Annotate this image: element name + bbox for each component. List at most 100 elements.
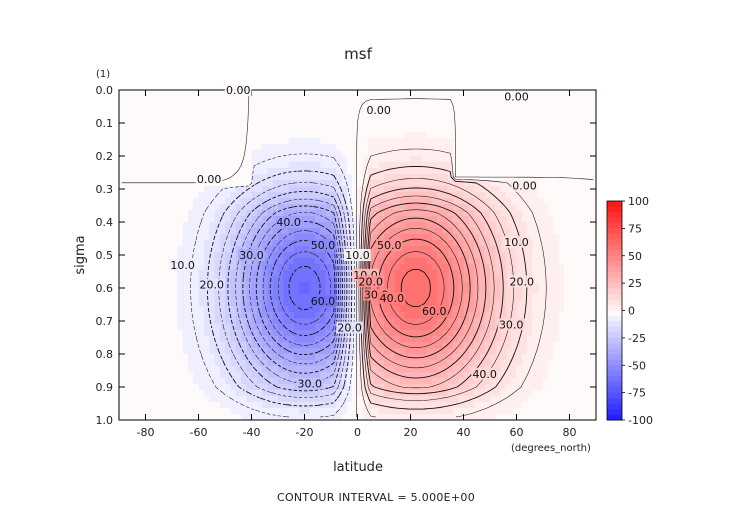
heatmap-cell: [521, 414, 528, 420]
heatmap-cell: [437, 324, 443, 331]
heatmap-cell: [278, 174, 284, 181]
heatmap-cell: [288, 258, 295, 265]
heatmap-cell: [256, 282, 263, 289]
heatmap-cell: [426, 150, 433, 157]
heatmap-cell: [240, 210, 247, 217]
heatmap-cell: [431, 126, 438, 133]
heatmap-cell: [193, 342, 200, 349]
heatmap-cell: [415, 174, 422, 181]
heatmap-cell: [548, 150, 555, 157]
heatmap-cell: [352, 402, 359, 409]
heatmap-cell: [320, 114, 327, 121]
heatmap-cell: [405, 378, 412, 385]
heatmap-cell: [415, 108, 422, 115]
heatmap-cell: [251, 108, 258, 115]
heatmap-cell: [564, 312, 571, 319]
heatmap-cell: [161, 162, 168, 169]
heatmap-cell: [468, 342, 475, 349]
heatmap-cell: [150, 336, 157, 343]
heatmap-cell: [431, 270, 438, 277]
heatmap-cell: [119, 192, 125, 199]
heatmap-cell: [278, 180, 284, 187]
heatmap-cell: [156, 324, 162, 331]
heatmap-cell: [548, 282, 555, 289]
heatmap-cell: [368, 408, 374, 415]
heatmap-cell: [474, 318, 480, 325]
heatmap-cell: [246, 396, 253, 403]
heatmap-cell: [129, 108, 136, 115]
heatmap-cell: [442, 186, 449, 193]
heatmap-cell: [447, 114, 454, 121]
heatmap-cell: [468, 102, 475, 109]
heatmap-cell: [150, 240, 157, 247]
heatmap-cell: [458, 402, 465, 409]
heatmap-cell: [331, 342, 337, 349]
heatmap-cell: [394, 348, 401, 355]
heatmap-cell: [288, 144, 295, 151]
heatmap-cell: [569, 156, 576, 163]
heatmap-cell: [500, 246, 507, 253]
heatmap-cell: [548, 330, 555, 337]
heatmap-cell: [124, 288, 131, 295]
heatmap-cell: [495, 132, 502, 139]
heatmap-cell: [431, 138, 438, 145]
heatmap-cell: [230, 222, 237, 229]
heatmap-cell: [543, 114, 549, 121]
heatmap-cell: [172, 372, 178, 379]
heatmap-cell: [198, 132, 205, 139]
heatmap-cell: [357, 126, 364, 133]
heatmap-cell: [553, 180, 560, 187]
heatmap-cell: [299, 204, 306, 211]
heatmap-cell: [569, 378, 576, 385]
heatmap-cell: [474, 96, 480, 103]
heatmap-cell: [193, 90, 200, 97]
heatmap-cell: [553, 156, 560, 163]
heatmap-cell: [272, 264, 279, 271]
heatmap-cell: [474, 210, 480, 217]
heatmap-cell: [272, 102, 279, 109]
heatmap-cell: [166, 300, 173, 307]
heatmap-cell: [283, 108, 290, 115]
heatmap-cell: [590, 288, 596, 295]
heatmap-cell: [415, 126, 422, 133]
heatmap-cell: [537, 360, 544, 367]
heatmap-cell: [129, 306, 136, 313]
heatmap-cell: [548, 108, 555, 115]
heatmap-cell: [368, 126, 374, 133]
heatmap-cell: [479, 156, 486, 163]
heatmap-cell: [129, 414, 136, 420]
heatmap-cell: [140, 186, 147, 193]
heatmap-cell: [214, 270, 221, 277]
heatmap-cell: [490, 156, 496, 163]
heatmap-cell: [373, 120, 380, 127]
heatmap-cell: [304, 210, 311, 217]
heatmap-cell: [458, 252, 465, 259]
heatmap-cell: [267, 390, 274, 397]
heatmap-cell: [145, 132, 152, 139]
heatmap-cell: [548, 294, 555, 301]
heatmap-cell: [431, 108, 438, 115]
heatmap-cell: [309, 102, 316, 109]
heatmap-cell: [140, 336, 147, 343]
heatmap-cell: [346, 372, 353, 379]
heatmap-cell: [193, 156, 200, 163]
heatmap-cell: [394, 306, 401, 313]
heatmap-cell: [537, 306, 544, 313]
heatmap-cell: [177, 204, 184, 211]
heatmap-cell: [172, 132, 178, 139]
heatmap-cell: [177, 408, 184, 415]
heatmap-cell: [431, 258, 438, 265]
heatmap-cell: [426, 414, 433, 420]
heatmap-cell: [235, 330, 242, 337]
heatmap-cell: [421, 90, 427, 97]
heatmap-cell: [368, 372, 374, 379]
heatmap-cell: [474, 360, 480, 367]
heatmap-cell: [389, 390, 396, 397]
heatmap-cell: [479, 192, 486, 199]
heatmap-cell: [134, 234, 141, 241]
heatmap-cell: [553, 96, 560, 103]
x-tick-label: -80: [137, 426, 155, 439]
heatmap-cell: [389, 216, 396, 223]
heatmap-cell: [235, 414, 242, 420]
heatmap-cell: [140, 300, 147, 307]
